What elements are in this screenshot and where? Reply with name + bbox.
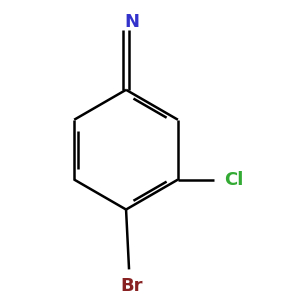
Text: Cl: Cl xyxy=(224,171,244,189)
Text: N: N xyxy=(124,14,140,32)
Text: Br: Br xyxy=(121,277,143,295)
